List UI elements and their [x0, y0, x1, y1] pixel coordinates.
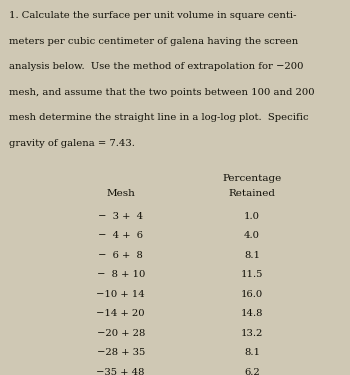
- Text: Mesh: Mesh: [106, 189, 135, 198]
- Text: 4.0: 4.0: [244, 231, 260, 240]
- Text: 8.1: 8.1: [244, 348, 260, 357]
- Text: −  3 +  4: − 3 + 4: [98, 212, 143, 221]
- Text: 11.5: 11.5: [241, 270, 263, 279]
- Text: 8.1: 8.1: [244, 251, 260, 260]
- Text: −  6 +  8: − 6 + 8: [98, 251, 143, 260]
- Text: mesh determine the straight line in a log-log plot.  Specific: mesh determine the straight line in a lo…: [9, 113, 308, 122]
- Text: −  8 + 10: − 8 + 10: [97, 270, 145, 279]
- Text: mesh, and assume that the two points between 100 and 200: mesh, and assume that the two points bet…: [9, 88, 314, 97]
- Text: 1.0: 1.0: [244, 212, 260, 221]
- Text: −14 + 20: −14 + 20: [97, 309, 145, 318]
- Text: 14.8: 14.8: [241, 309, 263, 318]
- Text: gravity of galena = 7.43.: gravity of galena = 7.43.: [9, 139, 135, 148]
- Text: Retained: Retained: [229, 189, 275, 198]
- Text: 1. Calculate the surface per unit volume in square centi-: 1. Calculate the surface per unit volume…: [9, 11, 296, 20]
- Text: 6.2: 6.2: [244, 368, 260, 375]
- Text: −20 + 28: −20 + 28: [97, 329, 145, 338]
- Text: Percentage: Percentage: [222, 174, 282, 183]
- Text: analysis below.  Use the method of extrapolation for −200: analysis below. Use the method of extrap…: [9, 62, 303, 71]
- Text: −  4 +  6: − 4 + 6: [98, 231, 143, 240]
- Text: −35 + 48: −35 + 48: [97, 368, 145, 375]
- Text: 13.2: 13.2: [241, 329, 263, 338]
- Text: −10 + 14: −10 + 14: [96, 290, 145, 299]
- Text: meters per cubic centimeter of galena having the screen: meters per cubic centimeter of galena ha…: [9, 37, 298, 46]
- Text: −28 + 35: −28 + 35: [97, 348, 145, 357]
- Text: 16.0: 16.0: [241, 290, 263, 299]
